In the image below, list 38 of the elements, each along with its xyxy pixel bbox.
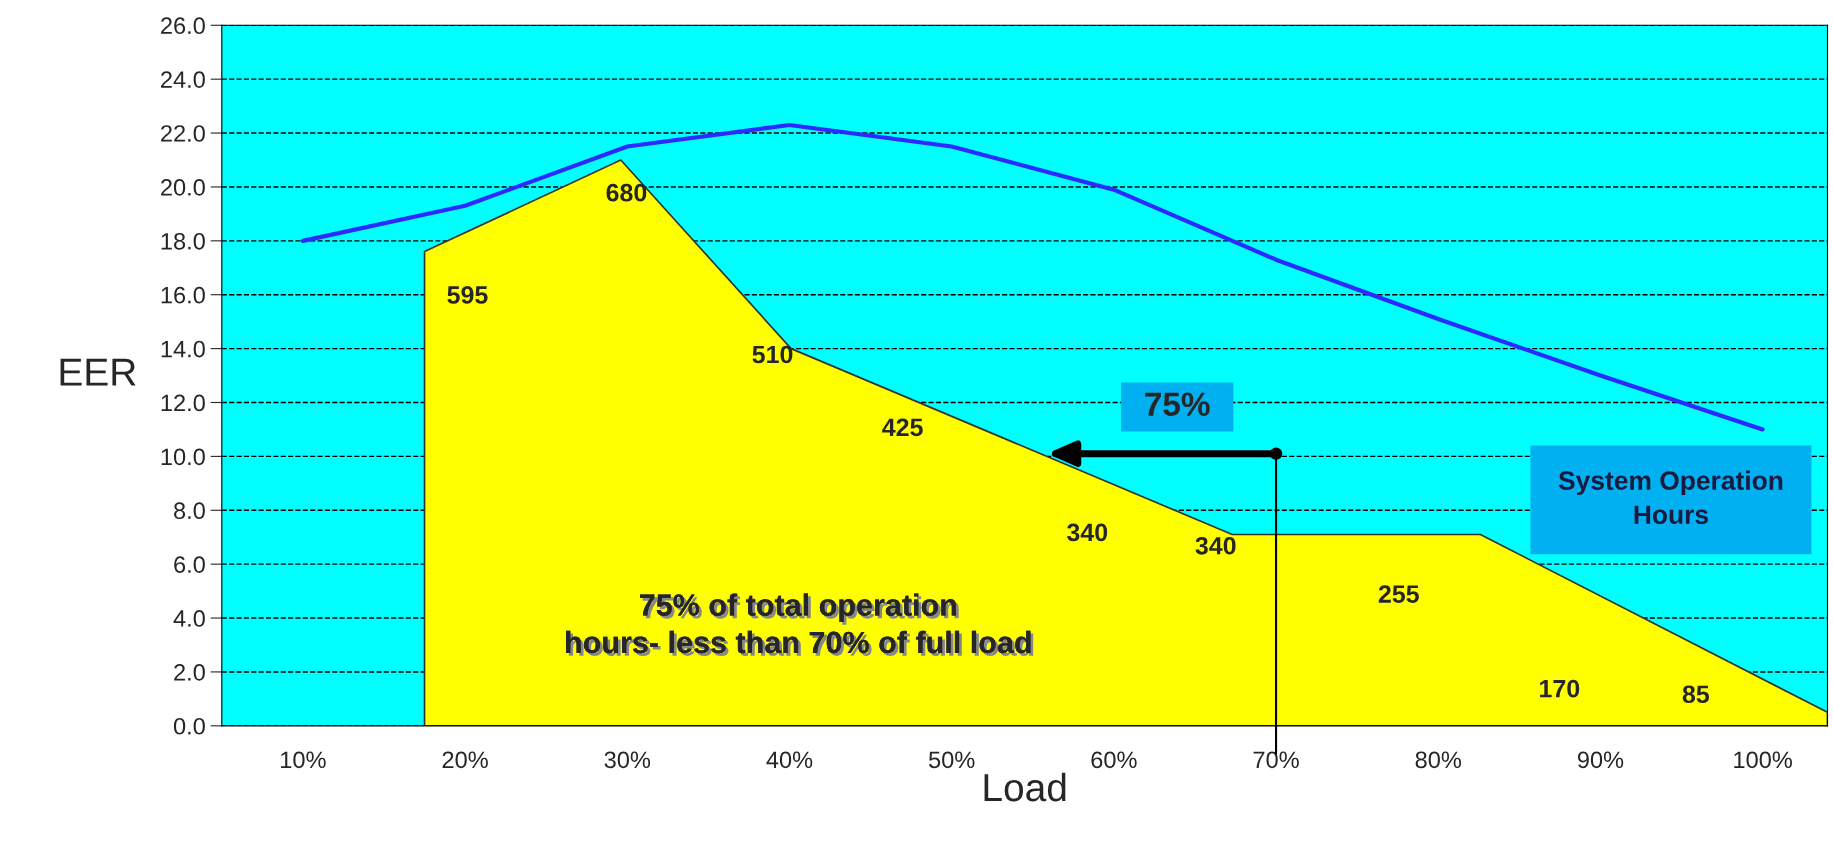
y-tick-label: 6.0 [174, 556, 205, 573]
x-tick-label: 80% [1415, 751, 1462, 769]
y-tick-label: 4.0 [173, 610, 205, 627]
y-tick-label: 22.0 [161, 125, 205, 142]
annotation: 255 [1378, 585, 1419, 603]
y-tick-label: 8.0 [174, 502, 205, 520]
annotation: 425 [882, 418, 923, 437]
y-tick-label: 0.0 [173, 717, 205, 735]
x-tick-label: 70% [1253, 751, 1299, 769]
annotation: System Operation Hours [1558, 470, 1783, 525]
y-tick-label: 12.0 [161, 394, 205, 412]
x-tick-label: 100% [1734, 751, 1792, 769]
x-tick-label: 30% [604, 751, 651, 769]
y-tick-label: 20.0 [161, 179, 205, 196]
annotation: 170 [1540, 679, 1580, 698]
y-tick-label: 26.0 [161, 17, 205, 35]
annotation: 680 [606, 183, 647, 202]
x-tick-label: 40% [766, 751, 813, 769]
annotation: 75% of total operation hours- less than 70% of full load [566, 593, 1034, 656]
y-tick-label: 18.0 [161, 232, 205, 250]
y-tick-label: 14.0 [161, 340, 205, 358]
annotation: 595 [447, 286, 488, 304]
x-tick-label: 10% [281, 751, 326, 769]
y-tick-label: 16.0 [161, 286, 205, 304]
y-axis-title: EER [60, 358, 136, 386]
x-tick-label: 60% [1091, 751, 1137, 769]
x-tick-label: 20% [442, 751, 488, 769]
x-axis-title: Load [984, 772, 1066, 802]
y-tick-label: 10.0 [161, 448, 205, 466]
annotation: 510 [752, 345, 793, 364]
y-tick-label: 24.0 [161, 71, 205, 88]
y-tick-label: 2.0 [174, 664, 205, 681]
annotation: 75% [1145, 392, 1210, 417]
x-tick-label: 50% [928, 751, 975, 769]
annotation: 85 [1682, 685, 1710, 704]
annotation: 340 [1195, 536, 1236, 555]
annotation: 340 [1066, 523, 1108, 542]
x-tick-label: 90% [1577, 751, 1624, 769]
